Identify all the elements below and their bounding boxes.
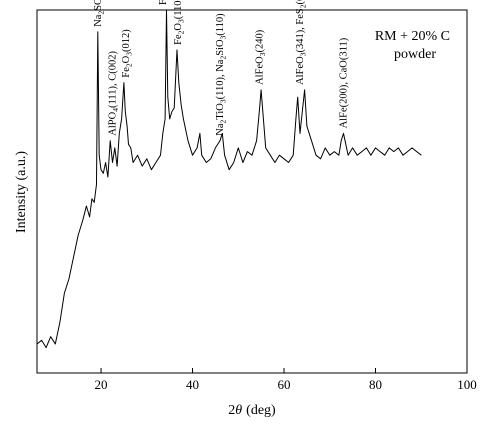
x-tick-label-4: 100 <box>457 377 477 392</box>
x-tick-label-3: 80 <box>369 377 382 392</box>
legend-line-1: RM + 20% C <box>375 29 450 44</box>
x-axis-label-main: 2 <box>228 403 235 418</box>
peak-annotations: Na2SO3(110) AlPO4(111), C(002)Fe2O3(012) F… <box>93 0 350 136</box>
peak-label-3: Fe2O3(104) <box>158 0 171 5</box>
x-axis-ticks: 20 40 60 80 100 <box>95 368 477 392</box>
peak-label-1: AlPO4(111), C(002) <box>108 51 121 136</box>
peak-label-5: Na2TiO3(110), Na2SiO3(110) <box>215 13 228 136</box>
x-tick-label-2: 60 <box>278 377 291 392</box>
peak-label-8: AlFe(200), CaO(311) <box>339 37 350 128</box>
peak-label-2: Fe2O3(012) <box>121 29 134 78</box>
peak-label-0: Na2SO3(110) <box>93 0 106 27</box>
peak-label-6: AlFeO3(240) <box>254 29 267 85</box>
y-axis-label: Intensity (a.u.) <box>14 151 29 233</box>
peak-label-4: Fe2O3(110), SiC(102) <box>173 0 186 45</box>
xrd-pattern-line-0 <box>36 9 422 349</box>
x-axis-label: 2θ (deg) <box>228 403 276 418</box>
x-tick-label-0: 20 <box>95 377 108 392</box>
x-axis-label-unit: (deg) <box>246 403 276 418</box>
peak-label-7: AlFeO3(341), FeS2(002), C(004) <box>295 0 308 85</box>
x-axis-label-theta: θ <box>235 403 242 418</box>
series-layer <box>36 9 422 349</box>
plot-frame <box>36 9 468 374</box>
x-tick-label-1: 40 <box>186 377 199 392</box>
legend-line-2: powder <box>394 47 436 62</box>
